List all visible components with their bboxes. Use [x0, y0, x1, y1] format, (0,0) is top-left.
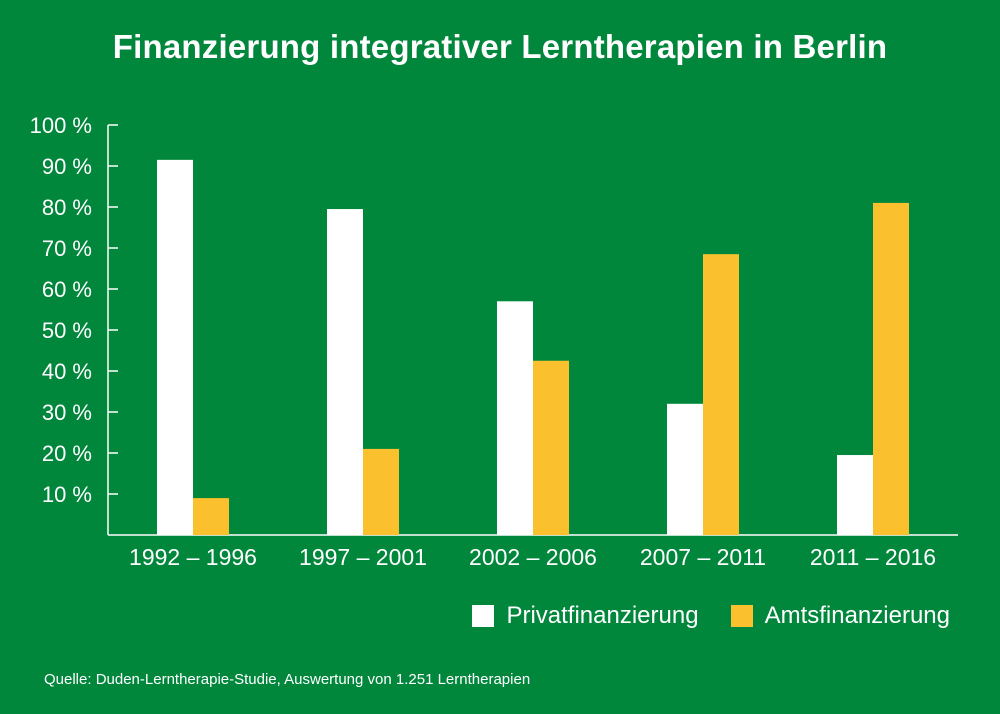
legend-item-public: Amtsfinanzierung	[730, 602, 950, 630]
source-note: Quelle: Duden-Lerntherapie-Studie, Auswe…	[44, 671, 531, 688]
bar-private	[667, 403, 703, 535]
x-tick-label: 1992 – 1996	[129, 544, 257, 570]
legend-label-public: Amtsfinanzierung	[764, 602, 950, 629]
y-tick-label: 30 %	[42, 400, 92, 425]
bar-private	[157, 159, 193, 535]
bar-public	[703, 254, 739, 535]
chart-title: Finanzierung integrativer Lerntherapien …	[112, 28, 888, 65]
y-tick-label: 100 %	[30, 113, 92, 138]
y-tick-label: 80 %	[42, 195, 92, 220]
bar-public	[873, 202, 909, 535]
bar-public	[363, 448, 399, 535]
bar-public	[533, 360, 569, 535]
y-tick-label: 70 %	[42, 236, 92, 261]
y-tick-label: 20 %	[42, 441, 92, 466]
legend-label-private: Privatfinanzierung	[506, 602, 699, 629]
legend-swatch-private	[472, 605, 495, 627]
bar-private	[497, 301, 533, 535]
x-tick-label: 2002 – 2006	[469, 544, 597, 570]
legend: Privatfinanzierung Amtsfinanzierung	[440, 602, 950, 630]
y-tick-label: 90 %	[42, 154, 92, 179]
y-tick-label: 10 %	[42, 482, 92, 507]
x-tick-label: 2007 – 2011	[640, 544, 766, 570]
bar-chart: 10 % 20 % 30 % 40 % 50 % 60 % 70 % 80 % 90 % 100 …	[30, 113, 958, 570]
y-tick-label: 60 %	[42, 277, 92, 302]
bars	[157, 159, 909, 536]
y-tick-label: 50 %	[42, 318, 92, 343]
x-tick-label: 2011 – 2016	[810, 544, 936, 570]
legend-item-private: Privatfinanzierung	[472, 602, 699, 630]
bar-public	[193, 498, 229, 535]
legend-swatch-public	[730, 605, 753, 627]
bar-private	[327, 209, 363, 536]
x-tick-label: 1997 – 2001	[299, 544, 427, 570]
bar-private	[837, 455, 873, 535]
y-tick-label: 40 %	[42, 359, 92, 384]
axis-labels: 10 % 20 % 30 % 40 % 50 % 60 % 70 % 80 % 90 % 100 …	[30, 113, 936, 570]
